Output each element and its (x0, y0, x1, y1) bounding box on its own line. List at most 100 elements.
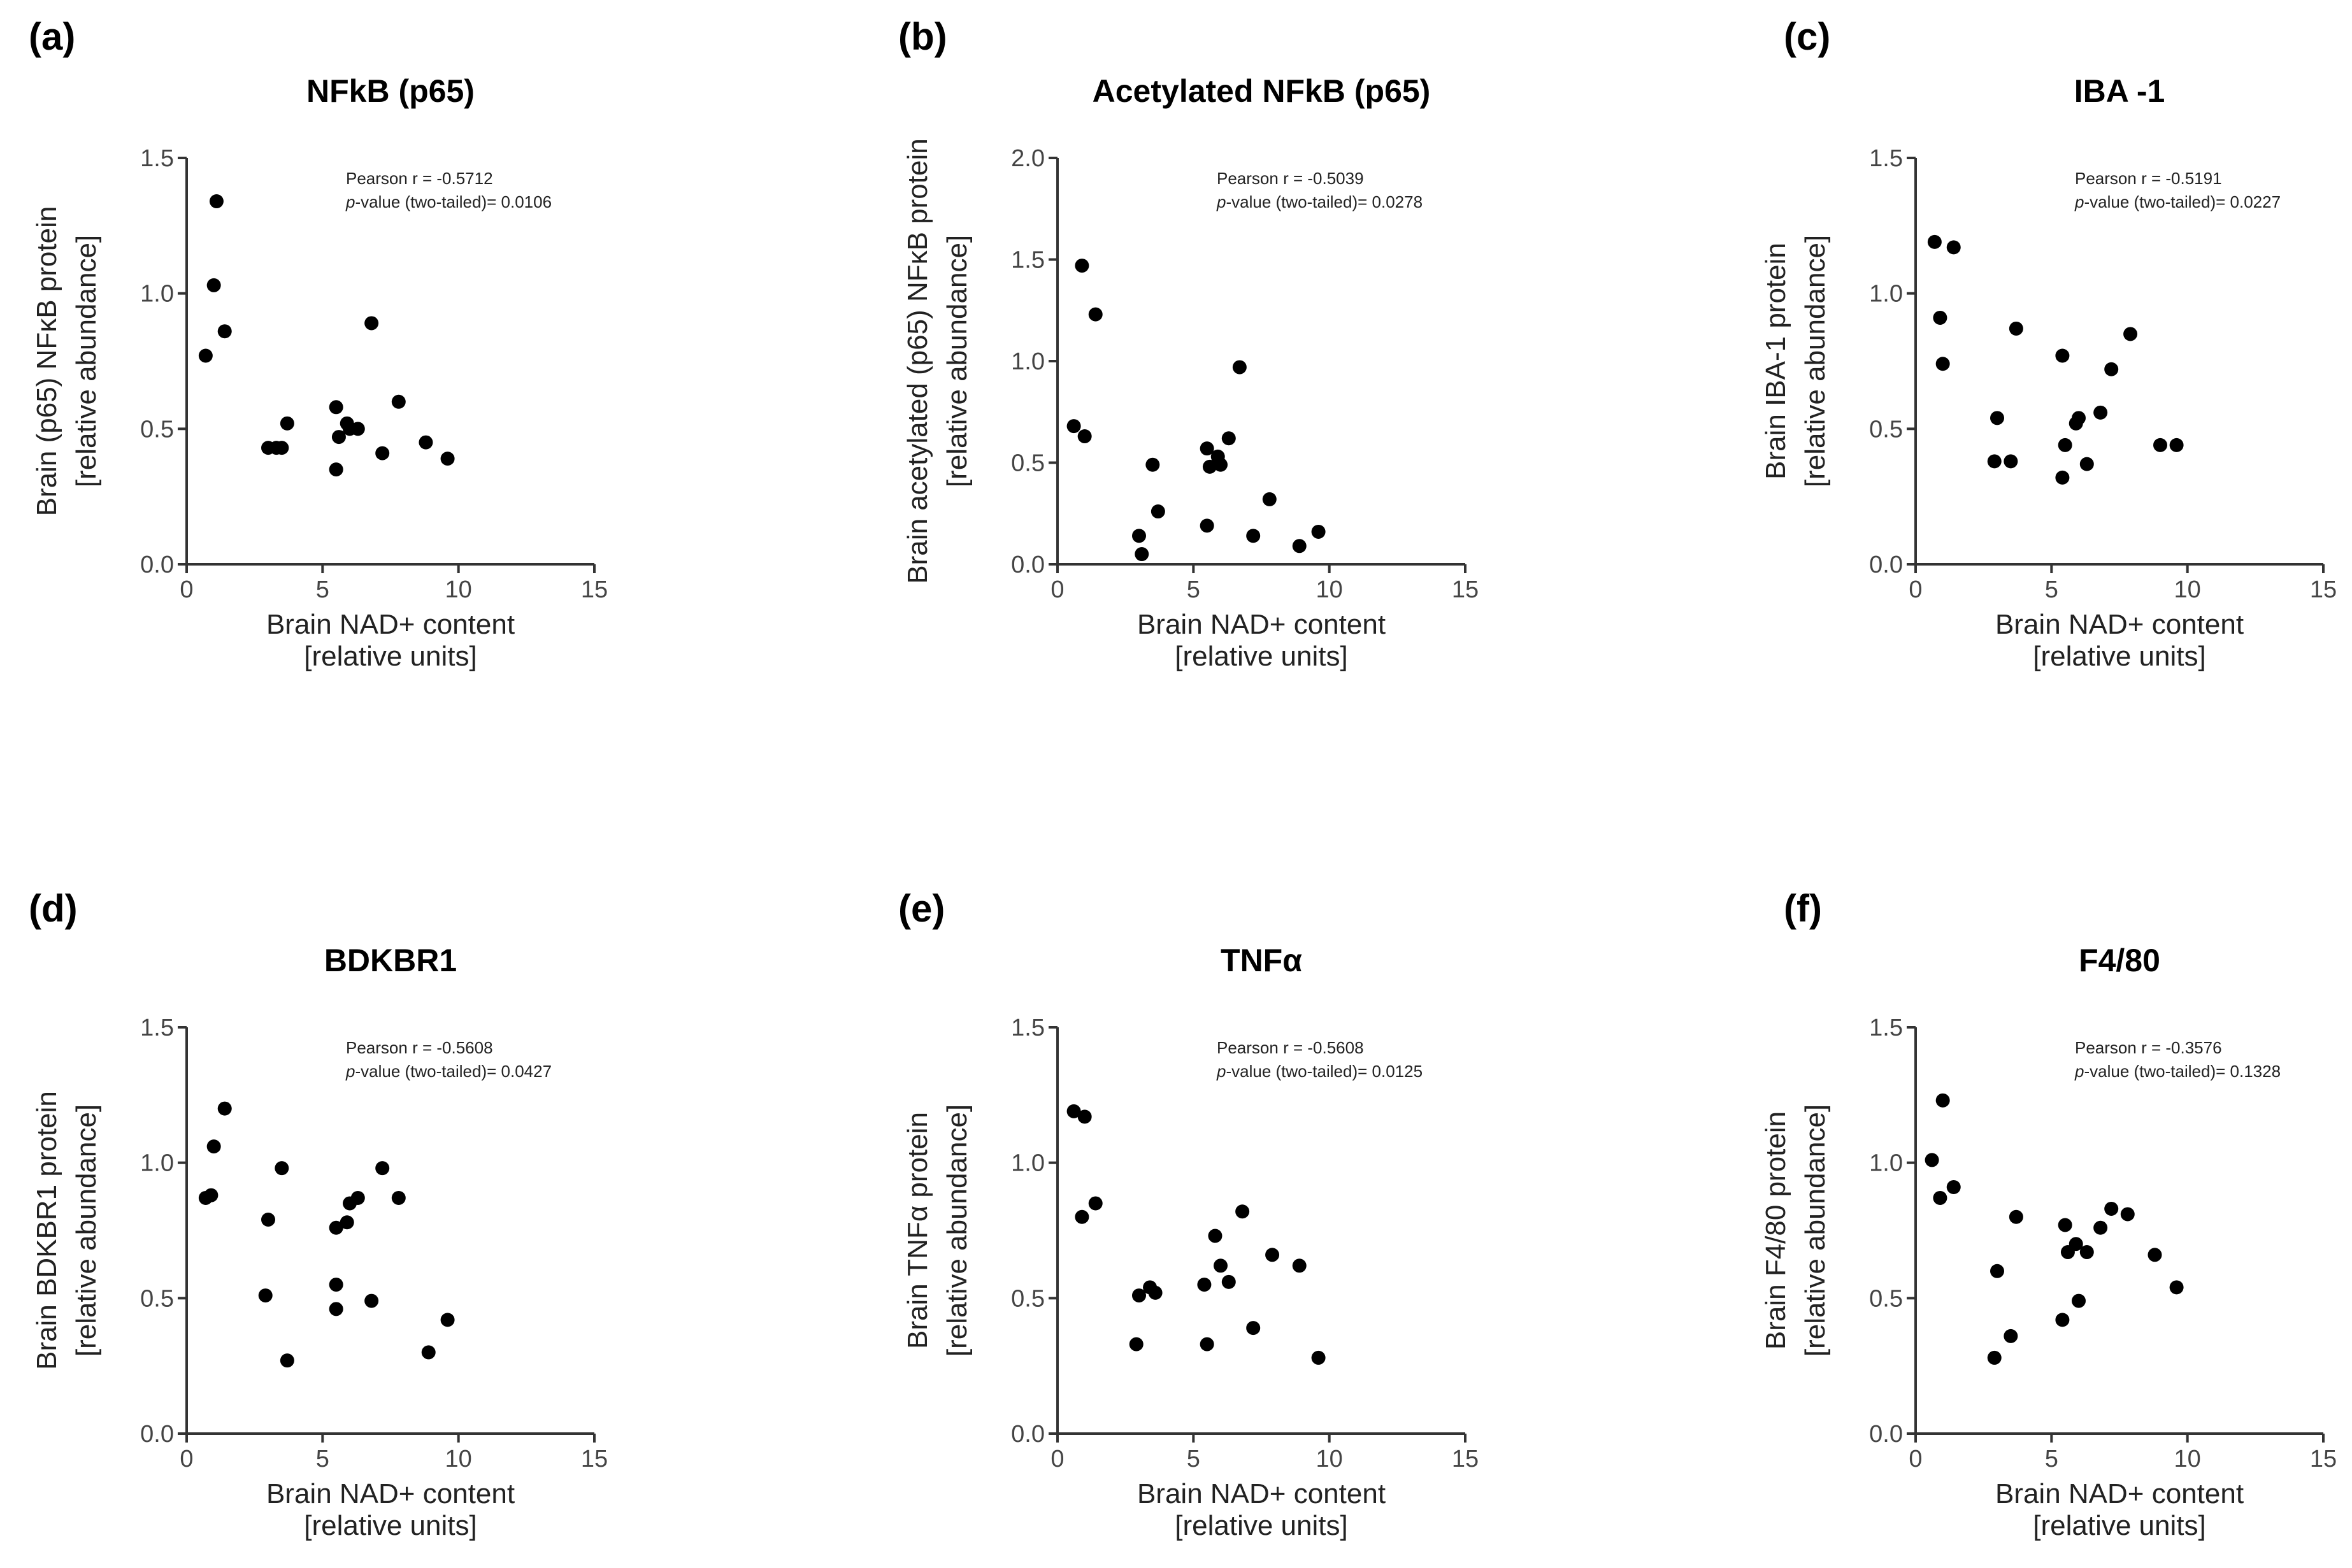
data-point (329, 462, 343, 477)
data-point (217, 1101, 232, 1116)
data-point (1200, 518, 1214, 533)
chart-panel-b: (b) Acetylated NFkB (p65) 0.0 0.5 1.0 1.5 2.0 0… (898, 15, 1479, 672)
data-point (275, 441, 289, 455)
data-point (1946, 240, 1961, 255)
data-point (280, 1353, 294, 1368)
chart-panel-a: (a) NFkB (p65) 0.0 0.5 1.0 1.5 0 5 10 15 Brain NAD… (29, 15, 608, 672)
data-point (206, 1139, 221, 1154)
data-point (1246, 1321, 1261, 1336)
x-axis-label-units: [relative units] (1175, 1510, 1347, 1541)
data-point (1151, 504, 1165, 519)
y-tick-label: 0.0 (1011, 552, 1045, 578)
p-value-text: -value (two-tailed)= 0.1328 (2084, 1062, 2281, 1081)
x-tick-label: 15 (581, 1446, 608, 1472)
y-tick-label: 0.0 (140, 1421, 174, 1448)
p-value-text: -value (two-tailed)= 0.0106 (355, 192, 552, 211)
p-value: p-value (two-tailed)= 0.0125 (1216, 1062, 1423, 1081)
chart-title: BDKBR1 (324, 943, 457, 978)
p-value: p-value (two-tailed)= 0.1328 (2074, 1062, 2281, 1081)
x-axis-label-units: [relative units] (304, 641, 477, 672)
y-tick-label: 0.0 (1869, 1421, 1903, 1448)
x-tick-label: 15 (581, 576, 608, 603)
x-tick-label: 0 (1051, 576, 1064, 603)
data-point (206, 278, 221, 292)
y-axis-label: Brain TNFα protein (902, 1112, 933, 1349)
data-point (261, 1212, 275, 1227)
data-point (1235, 1204, 1250, 1219)
x-tick-label: 5 (316, 1446, 329, 1472)
data-point (1075, 259, 1089, 273)
data-point (1927, 234, 1942, 249)
data-point (1946, 1180, 1961, 1194)
x-tick-label: 10 (445, 576, 472, 603)
data-point (1145, 457, 1160, 472)
y-tick-label: 0.0 (1869, 552, 1903, 578)
y-axis-label: Brain acetylated (p65) NFκB protein (902, 138, 933, 583)
data-point (1990, 1264, 2004, 1278)
x-tick-label: 15 (2310, 576, 2337, 603)
pearson-r: Pearson r = -0.5608 (1217, 1038, 1364, 1057)
y-axis-label: Brain IBA-1 protein (1760, 243, 1791, 480)
chart-title: Acetylated NFkB (p65) (1093, 73, 1431, 109)
y-tick-label: 0.5 (1011, 1285, 1045, 1312)
data-point (1066, 1104, 1081, 1118)
data-point (1200, 1337, 1214, 1351)
data-point (2058, 1218, 2072, 1232)
y-tick-label: 1.0 (140, 281, 174, 308)
x-tick-label: 5 (1187, 1446, 1200, 1472)
x-tick-label: 10 (1316, 576, 1343, 603)
panel-letter: (b) (898, 15, 947, 58)
pearson-r: Pearson r = -0.5191 (2075, 169, 2222, 188)
data-point (1077, 429, 1092, 444)
data-point (1311, 1350, 1326, 1365)
panel-letter: (c) (1784, 15, 1830, 58)
y-tick-label: 0.5 (1869, 416, 1903, 443)
data-point (375, 1161, 390, 1176)
x-axis-label-units: [relative units] (304, 1510, 477, 1541)
data-point (1200, 441, 1214, 456)
data-point (2058, 438, 2072, 452)
data-point (364, 316, 379, 331)
y-tick-label: 1.0 (1011, 348, 1045, 375)
x-tick-label: 15 (1452, 1446, 1479, 1472)
y-axis-label: Brain (p65) NFκB protein (31, 206, 62, 517)
chart-title: F4/80 (2079, 943, 2160, 978)
p-value-symbol: p (2074, 1062, 2084, 1081)
x-tick-label: 10 (2174, 576, 2201, 603)
chart-panel-c: (c) IBA -1 0.0 0.5 1.0 1.5 0 5 10 15 Brain NAD+ co… (1760, 15, 2337, 672)
data-point (1987, 1350, 2002, 1365)
y-tick-label: 1.0 (1869, 1150, 1903, 1177)
pearson-r: Pearson r = -0.3576 (2075, 1038, 2222, 1057)
y-axis-label-units: [relative abundance] (942, 1104, 973, 1357)
data-point (1088, 1196, 1103, 1211)
data-point (2093, 1220, 2108, 1235)
data-point (440, 452, 455, 466)
p-value-symbol: p (345, 1062, 355, 1081)
data-point (1221, 431, 1236, 446)
data-point (2009, 1209, 2023, 1224)
data-point (1311, 524, 1326, 539)
x-tick-label: 5 (316, 576, 329, 603)
x-tick-label: 15 (2310, 1446, 2337, 1472)
data-point (329, 1278, 343, 1292)
data-point (2072, 1294, 2086, 1308)
data-point (2072, 411, 2086, 425)
data-point (375, 446, 390, 460)
x-axis-label: Brain NAD+ content (1137, 609, 1386, 640)
data-point (258, 1288, 273, 1303)
data-point (1135, 547, 1149, 562)
chart-title: IBA -1 (2074, 73, 2165, 109)
data-point (329, 1220, 343, 1235)
x-axis-label: Brain NAD+ content (1995, 1478, 2244, 1509)
data-point (419, 435, 433, 450)
data-point (440, 1313, 455, 1327)
data-point (1066, 419, 1081, 434)
data-point (331, 430, 346, 445)
x-axis-label-units: [relative units] (2033, 641, 2205, 672)
pearson-r: Pearson r = -0.5712 (346, 169, 493, 188)
data-point (2004, 454, 2018, 469)
data-point (1208, 1229, 1223, 1243)
data-point (329, 1302, 343, 1316)
y-axis-label: Brain F4/80 protein (1760, 1111, 1791, 1350)
data-point (1990, 411, 2004, 425)
